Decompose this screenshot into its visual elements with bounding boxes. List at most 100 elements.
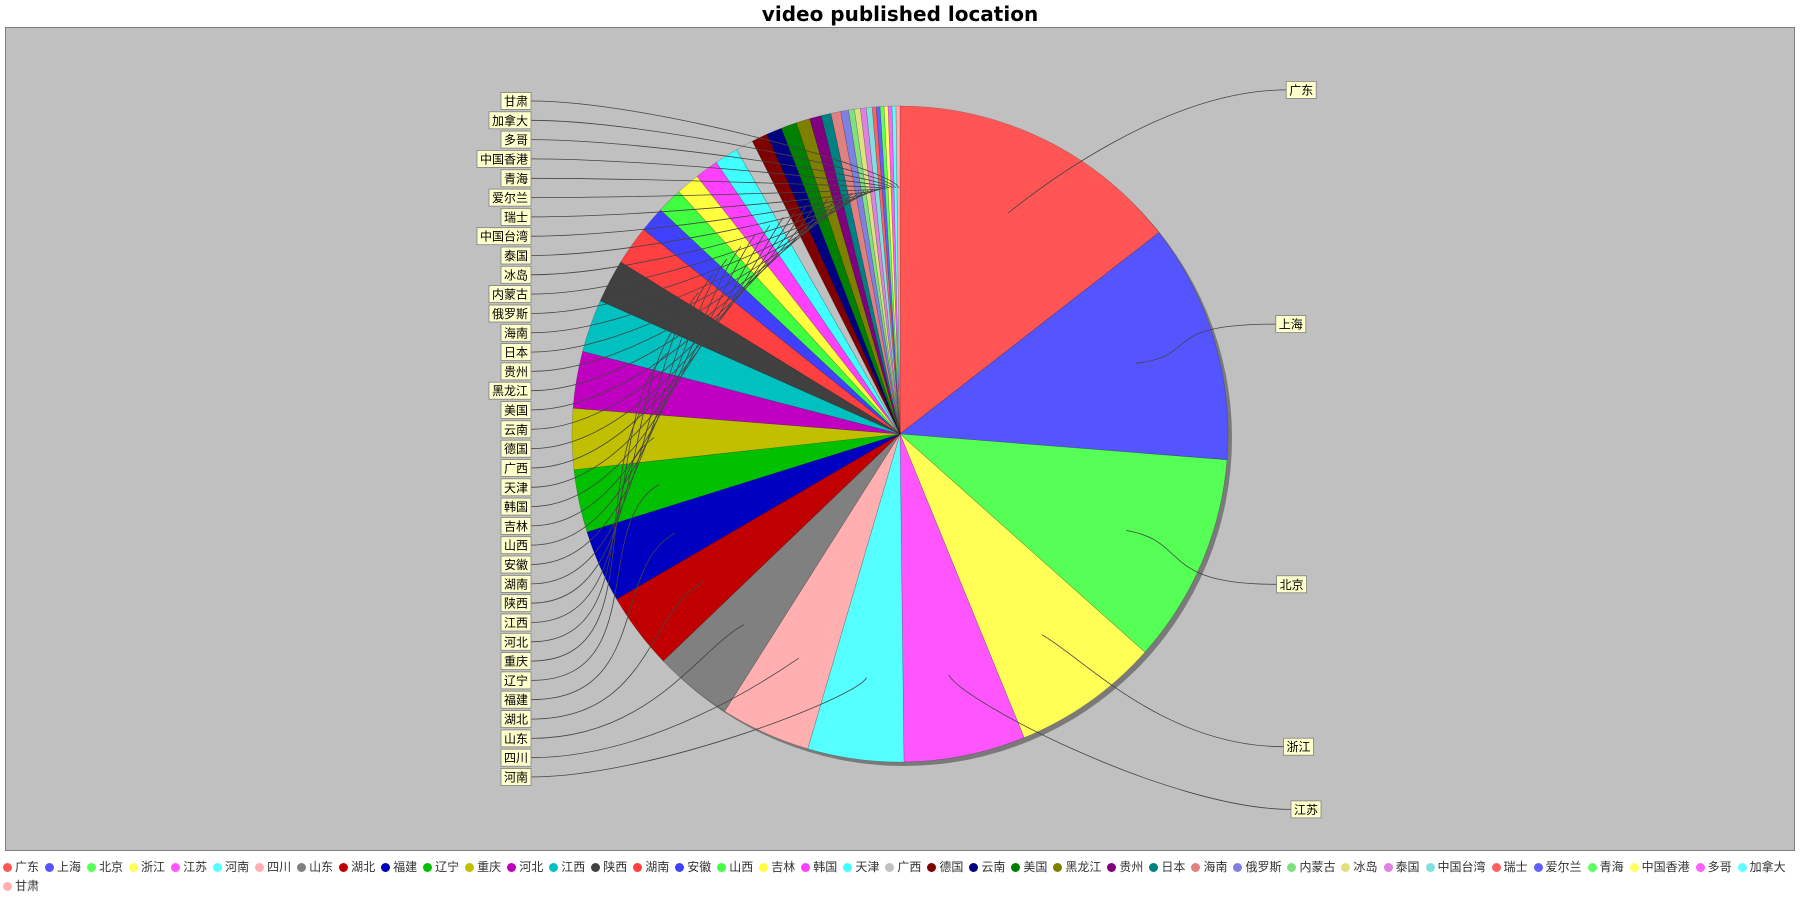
slice-label-box-5c71897f: [500, 536, 532, 555]
leader-line-4e2d56fd53f06e7e: [530, 188, 878, 237]
slice-label-text-4e0a6d77: 上海: [1279, 317, 1303, 332]
legend-item-65e5672c[interactable]: 日本: [1149, 858, 1185, 877]
pie-slice-4e2d56fd53f06e7e[interactable]: [865, 106, 901, 435]
legend-item-6cb35317[interactable]: 河北: [507, 858, 543, 877]
slice-label-box-6cb35317: [500, 632, 532, 651]
pie-slice-5e7f897f[interactable]: [736, 140, 901, 435]
legend-item-52a062ff5927[interactable]: 加拿大: [1737, 858, 1786, 877]
legend-item-4e915357[interactable]: 云南: [969, 858, 1005, 877]
legend-item-6e565357[interactable]: 湖南: [633, 858, 669, 877]
legend-label-7f8e56fd: 美国: [1023, 860, 1048, 874]
pie-slice-798f5efa[interactable]: [586, 433, 901, 600]
legend-item-9655897f[interactable]: 陕西: [591, 858, 627, 877]
slice-label-text-52a062ff5927: 加拿大: [492, 113, 528, 128]
pie-slice-5e7f4e1c[interactable]: [899, 105, 1160, 435]
pie-slice-5c71897f[interactable]: [660, 191, 901, 435]
legend-swatch-4e2d56fd53f06e7e: [1425, 863, 1435, 872]
slice-label-box-56db5ddd: [500, 748, 532, 767]
legend-item-97e956fd[interactable]: 韩国: [801, 858, 837, 877]
legend-item-6d775357[interactable]: 海南: [1191, 858, 1227, 877]
pie-slice-8d355dde[interactable]: [809, 115, 901, 435]
pie-slice-6cb35317[interactable]: [572, 350, 901, 435]
legend-item-59296d25[interactable]: 天津: [843, 858, 879, 877]
pie-slice-745e58eb[interactable]: [871, 106, 901, 435]
legend-item-798f5efa[interactable]: 福建: [381, 858, 417, 877]
legend-item-56db5ddd[interactable]: 四川: [255, 858, 291, 877]
pie-slice-4fc47f5765af[interactable]: [840, 109, 901, 435]
pie-slice-6d775357[interactable]: [830, 111, 901, 435]
pie-slice-4e2d56fd99996e2f[interactable]: [883, 105, 901, 435]
pie-slice-8fbd5b81[interactable]: [573, 433, 901, 533]
slice-label-text-8d355dde: 贵州: [504, 365, 528, 379]
slice-label-box-6e565317: [500, 710, 532, 728]
legend-item-591a54e5[interactable]: 多哥: [1695, 858, 1732, 877]
pie-slice-591a54e5[interactable]: [887, 105, 901, 435]
pie-slice-75188083[interactable]: [895, 105, 901, 435]
legend-item-51b05c9b[interactable]: 冰岛: [1341, 858, 1378, 877]
slice-label-box-8fbd5b81: [500, 671, 532, 690]
legend-swatch-9655897f: [591, 863, 601, 872]
legend-item-91cd5e86[interactable]: 重庆: [465, 858, 501, 877]
pie-slice-65e5672c[interactable]: [820, 113, 901, 435]
legend-item-6e565317[interactable]: 湖北: [339, 858, 375, 877]
pie-slice-9655897f[interactable]: [599, 261, 901, 435]
legend-item-97526d77[interactable]: 青海: [1587, 858, 1624, 877]
legend-item-6d596c5f[interactable]: 浙江: [129, 858, 165, 877]
legend-item-5185849953e4[interactable]: 内蒙古: [1287, 858, 1335, 877]
pie-slice-53174eac[interactable]: [899, 433, 1228, 653]
pie-slice-7f8e56fd[interactable]: [781, 122, 901, 435]
pie-slice-6e565317[interactable]: [616, 433, 901, 662]
legend-label-6cf056fd: 泰国: [1395, 860, 1420, 874]
legend-item-5c714e1c[interactable]: 山东: [297, 858, 333, 877]
legend-item-4e2d56fd53f06e7e[interactable]: 中国台湾: [1425, 858, 1486, 877]
legend-item-4e0a6d77[interactable]: 上海: [45, 858, 81, 877]
legend-label-75188083: 甘肃: [15, 879, 40, 893]
legend-item-4fc47f5765af[interactable]: 俄罗斯: [1233, 858, 1281, 877]
legend-item-5e7f4e1c[interactable]: 广东: [3, 858, 39, 877]
legend-item-8fbd5b81[interactable]: 辽宁: [423, 858, 459, 877]
legend-item-5e7f897f[interactable]: 广西: [885, 858, 921, 877]
legend-item-6cb35357[interactable]: 河南: [213, 858, 249, 877]
pie-slice-6d596c5f[interactable]: [899, 433, 1146, 738]
legend-item-4e2d56fd99996e2f[interactable]: 中国香港: [1629, 858, 1690, 877]
legend-item-745e58eb[interactable]: 瑞士: [1491, 858, 1528, 877]
pie-slice-56db5ddd[interactable]: [724, 433, 901, 750]
pie-slice-6c5f82cf[interactable]: [899, 433, 1025, 763]
slice-label-box-6cf056fd: [500, 246, 532, 265]
pie-slice-6cb35357[interactable]: [807, 433, 905, 763]
pie-slice-4e915357[interactable]: [766, 127, 901, 435]
legend-label-5c71897f: 山西: [729, 860, 754, 874]
pie-slice-4e0a6d77[interactable]: [899, 232, 1229, 461]
slice-label-box-54096797: [500, 516, 532, 535]
slice-label-text-5c71897f: 山西: [504, 539, 528, 553]
legend-item-72315c145170[interactable]: 爱尔兰: [1533, 858, 1582, 877]
legend-item-9ed19f996c5f[interactable]: 黑龙江: [1053, 858, 1101, 877]
slice-label-text-4fc47f5765af: 俄罗斯: [492, 307, 528, 321]
legend-item-75188083[interactable]: 甘肃: [3, 877, 39, 896]
slice-label-text-7f8e56fd: 美国: [504, 404, 528, 418]
legend-swatch-6cb35357: [213, 863, 223, 872]
slice-label-box-9655897f: [500, 594, 532, 613]
slice-label-box-6d596c5f: [1283, 737, 1314, 756]
legend-item-53174eac[interactable]: 北京: [87, 858, 123, 877]
legend-item-6c5f897f[interactable]: 江西: [549, 858, 585, 877]
legend-item-5c71897f[interactable]: 山西: [717, 858, 753, 877]
legend-item-8d355dde[interactable]: 贵州: [1107, 858, 1143, 877]
leader-line-97526d77: [530, 177, 887, 189]
legend-item-6cf056fd[interactable]: 泰国: [1383, 858, 1420, 877]
legend-label-8fbd5b81: 辽宁: [435, 860, 460, 874]
legend-item-5b895fbd[interactable]: 安徽: [675, 858, 711, 877]
pie-slice-52a062ff5927[interactable]: [891, 105, 901, 435]
legend-item-7f8e56fd[interactable]: 美国: [1011, 858, 1047, 877]
legend-item-5fb756fd[interactable]: 德国: [927, 858, 963, 877]
leader-line-8fbd5b81: [530, 484, 660, 681]
slice-label-box-4e2d56fd99996e2f: [476, 150, 532, 168]
leader-line-51b05c9b: [530, 189, 869, 276]
pie-slice-97e956fd[interactable]: [696, 161, 901, 435]
legend-item-6c5f82cf[interactable]: 江苏: [171, 858, 207, 877]
slice-label-text-591a54e5: 多哥: [504, 133, 528, 147]
legend-swatch-6e565357: [633, 863, 643, 872]
legend-item-54096797[interactable]: 吉林: [759, 858, 795, 877]
slice-label-box-91cd5e86: [500, 652, 532, 670]
pie-slice-5c714e1c[interactable]: [662, 433, 901, 712]
